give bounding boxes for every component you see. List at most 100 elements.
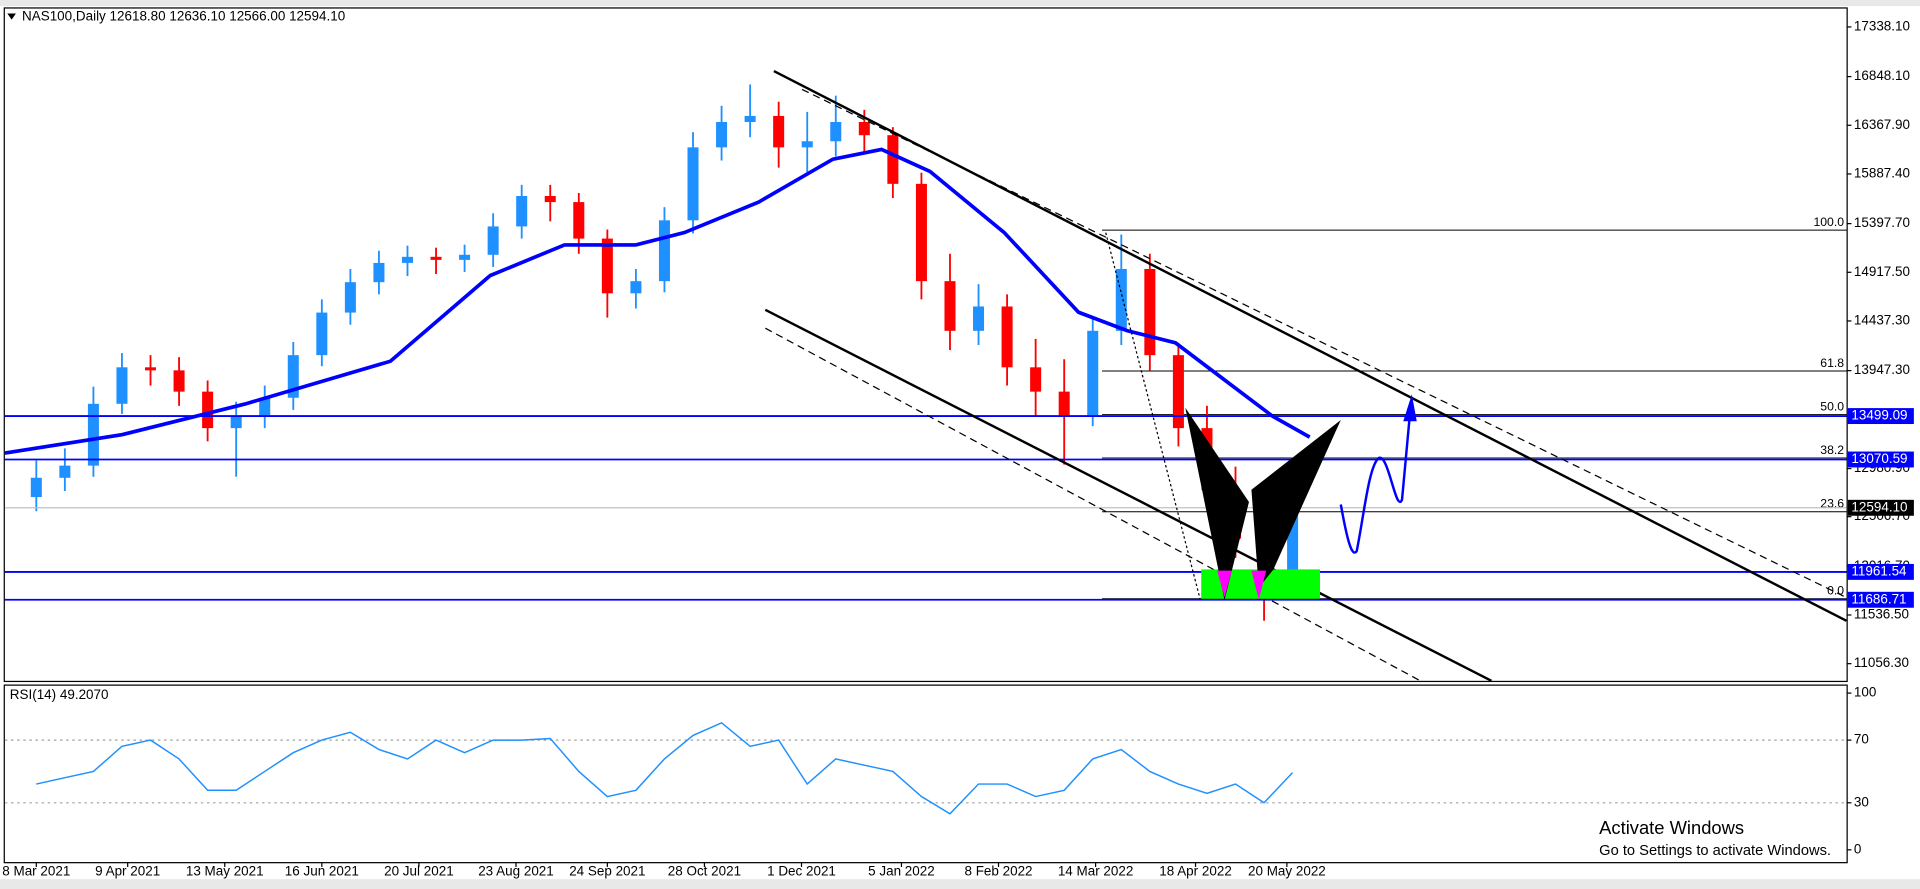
candle-body (1058, 391, 1070, 416)
candle-body (944, 281, 956, 331)
x-tick-label: 8 Mar 2021 (2, 863, 70, 878)
x-tick-label: 20 Jul 2021 (384, 863, 454, 878)
y-tick-label: 11056.30 (1854, 655, 1909, 670)
channel-dashed-upper (801, 88, 1847, 599)
rsi-title: RSI(14) 49.2070 (10, 687, 109, 702)
fib-label: 23.6 (1820, 497, 1844, 511)
candle-body (773, 115, 785, 148)
candle-body (59, 465, 71, 478)
chart-title: NAS100,Daily 12618.80 12636.10 12566.00 … (22, 9, 345, 24)
channel-lower (764, 308, 1492, 682)
candle-body (601, 238, 613, 294)
fib-label: 50.0 (1820, 399, 1844, 413)
candle-body (430, 256, 442, 260)
candle-body (544, 196, 556, 203)
candle-body (1172, 355, 1184, 429)
x-tick-label: 24 Sep 2021 (569, 863, 645, 878)
candle-body (30, 477, 42, 498)
pattern-right (1251, 420, 1341, 588)
bottom-strip (0, 879, 1920, 889)
channel-dashed-lower (765, 327, 1421, 682)
top-strip (0, 0, 1920, 7)
level-label: 11961.54 (1851, 563, 1907, 578)
y-tick-label: 13947.30 (1854, 362, 1910, 377)
x-tick-label: 20 May 2022 (1248, 863, 1326, 878)
y-tick-label: 16367.90 (1854, 117, 1910, 132)
x-tick-label: 5 Jan 2022 (868, 863, 935, 878)
candle-body (801, 141, 813, 148)
x-tick-label: 28 Oct 2021 (668, 863, 741, 878)
main-frame (3, 7, 1848, 683)
level-label: 13499.09 (1851, 408, 1907, 423)
candle-body (516, 196, 528, 227)
rsi-line (36, 721, 1294, 815)
candle-body (1115, 268, 1127, 331)
y-tick-label: 70 (1854, 732, 1869, 747)
level-label: 11686.71 (1851, 591, 1906, 606)
drawings (764, 69, 1848, 682)
channel-upper (773, 69, 1848, 622)
y-tick-label: 15887.40 (1854, 166, 1910, 181)
candle-body (145, 367, 157, 371)
level-label: 13070.59 (1851, 451, 1907, 466)
y-tick-label: 15397.70 (1854, 215, 1910, 230)
y-tick-label: 0 (1854, 841, 1861, 856)
projection-arrow (1403, 394, 1417, 422)
x-tick-label: 9 Apr 2021 (95, 863, 160, 878)
fib-label: 61.8 (1820, 356, 1844, 370)
price-tag (1847, 499, 1914, 516)
candle-body (1144, 268, 1156, 356)
candle-body (401, 256, 413, 263)
fib-diagonal (1105, 232, 1201, 599)
candle-body (259, 397, 271, 416)
candle-body (830, 122, 842, 142)
x-tick-label: 8 Feb 2022 (964, 863, 1032, 878)
level-tag (1847, 563, 1914, 580)
candle-body (487, 226, 499, 255)
title-marker (7, 13, 16, 20)
watermark-subtitle: Go to Settings to activate Windows. (1599, 843, 1831, 859)
candle-body (744, 115, 756, 123)
x-tick-label: 16 Jun 2021 (285, 863, 359, 878)
fib-label: 38.2 (1820, 443, 1844, 457)
candle-body (87, 403, 99, 466)
candle-body (1287, 507, 1299, 576)
y-tick-label: 30 (1854, 794, 1869, 809)
candle-body (173, 370, 185, 392)
candle-body (1030, 367, 1042, 392)
candle-body (973, 306, 985, 331)
candle-body (858, 122, 870, 136)
candle-body (915, 183, 927, 282)
candle-body (116, 367, 128, 404)
y-tick-label: 14437.30 (1854, 313, 1910, 328)
candle-body (230, 415, 242, 429)
rsi-frame (3, 684, 1848, 864)
x-tick-label: 18 Apr 2022 (1159, 863, 1232, 878)
plot-layer: 17338.10 16848.10 16367.90 15887.40 15397.70… (2, 18, 1914, 878)
candle-body (687, 147, 699, 221)
candle-body (373, 262, 385, 283)
y-tick-label: 11536.50 (1854, 607, 1909, 622)
level-tag (1847, 408, 1914, 425)
moving-average (4, 147, 1311, 455)
y-tick-label: 100 (1854, 685, 1876, 700)
y-tick-label: 14917.50 (1854, 264, 1910, 279)
candle-body (887, 135, 899, 184)
candle-body (573, 202, 585, 239)
fib-label: 100.0 (1813, 215, 1844, 229)
candle-body (630, 281, 642, 294)
candle-body (1087, 330, 1099, 416)
price-label: 12594.10 (1851, 499, 1907, 514)
candle-body (316, 312, 328, 356)
candle-body (658, 220, 670, 282)
candle-body (1001, 306, 1013, 368)
projection-path (1339, 406, 1412, 554)
x-tick-label: 1 Dec 2021 (767, 863, 836, 878)
pattern-left (1185, 407, 1249, 601)
pattern-point (1251, 570, 1267, 601)
pattern-point (1217, 570, 1232, 598)
watermark-title: Activate Windows (1599, 817, 1744, 838)
candle-body (716, 122, 728, 148)
